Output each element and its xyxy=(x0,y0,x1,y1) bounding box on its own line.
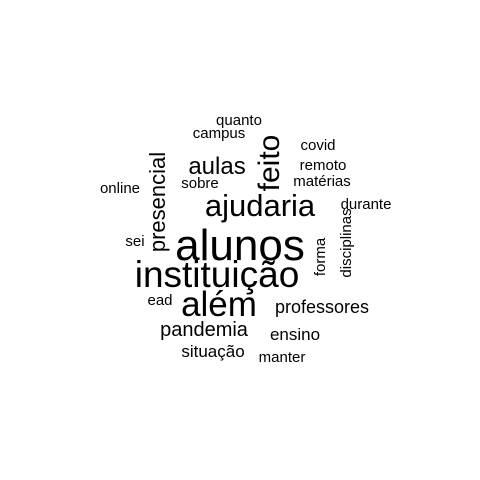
word-online: online xyxy=(100,180,140,197)
word-remoto: remoto xyxy=(300,157,347,174)
word-manter: manter xyxy=(259,349,306,366)
word-sei: sei xyxy=(125,233,144,250)
word-situacao: situação xyxy=(181,342,244,361)
word-ensino: ensino xyxy=(270,325,320,344)
word-forma: forma xyxy=(312,237,329,276)
word-alem: além xyxy=(181,285,257,324)
word-durante: durante xyxy=(341,196,392,213)
word-covid: covid xyxy=(300,137,335,154)
word-disciplinas: disciplinas xyxy=(338,208,355,277)
word-pandemia: pandemia xyxy=(160,319,249,341)
word-materias: matérias xyxy=(293,173,351,190)
word-professores: professores xyxy=(275,297,369,317)
word-ead: ead xyxy=(147,292,172,309)
word-presencial: presencial xyxy=(145,152,170,252)
word-instituicao: instituição xyxy=(135,254,300,295)
word-sobre: sobre xyxy=(181,175,219,192)
word-campus: campus xyxy=(193,125,246,142)
word-feito: feito xyxy=(253,135,286,192)
word-aulas: aulas xyxy=(188,153,245,180)
word-ajudaria: ajudaria xyxy=(205,188,316,223)
word-alunos: alunos xyxy=(175,221,305,270)
word-quanto: quanto xyxy=(216,112,262,129)
